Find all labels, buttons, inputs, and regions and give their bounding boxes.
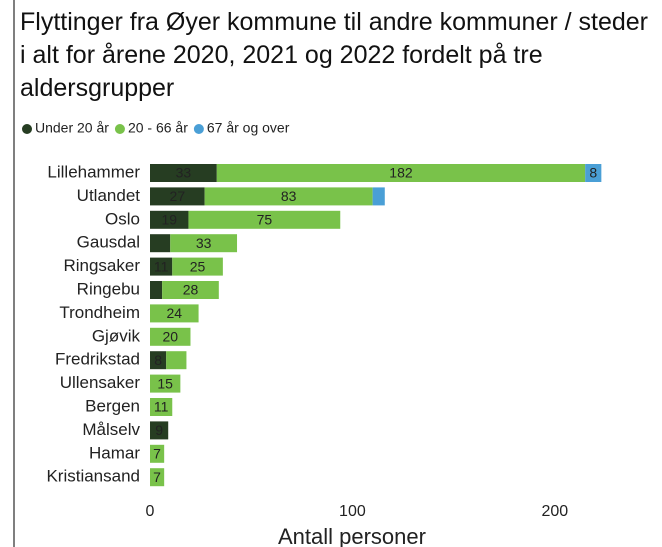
data-label: 15	[157, 375, 173, 391]
bar-segment	[150, 187, 205, 206]
data-label: 182	[389, 165, 413, 181]
bar-segment	[150, 210, 189, 229]
bar-segment	[150, 398, 173, 416]
bar-segment	[150, 234, 171, 253]
y-tick-label: Lillehammer	[47, 162, 140, 181]
data-label: 7	[153, 446, 161, 462]
y-tick-label: Ringsaker	[63, 256, 140, 275]
x-tick-label: 0	[146, 503, 155, 520]
y-tick-label: Målselv	[82, 420, 140, 439]
data-label: 33	[196, 235, 212, 251]
x-tick-label: 200	[541, 503, 568, 520]
data-label: 11	[154, 258, 169, 274]
data-label: 25	[190, 258, 206, 274]
legend-swatch	[114, 124, 125, 134]
x-axis-label: Antall personer	[278, 524, 426, 547]
y-tick-label: Ringebu	[77, 279, 140, 298]
y-tick-label: Gjøvik	[92, 326, 141, 345]
bar-segment	[150, 281, 163, 299]
data-label: 20	[162, 329, 178, 345]
legend-label: Under 20 år	[35, 120, 109, 136]
y-tick-label: Fredrikstad	[55, 350, 140, 369]
bar-segment	[150, 444, 165, 463]
y-tick-label: Bergen	[85, 396, 140, 415]
legend-label: 67 år og over	[207, 120, 290, 136]
data-label: 83	[281, 188, 297, 204]
bar-segment	[150, 304, 199, 323]
bar-segment	[372, 187, 385, 206]
bar-segment	[585, 164, 602, 182]
bar-segment	[150, 468, 165, 487]
y-tick-label: Hamar	[89, 443, 140, 462]
bar-segment	[216, 164, 586, 182]
y-tick-label: Kristiansand	[46, 467, 140, 486]
bar-segment	[150, 421, 169, 440]
bar-segment	[162, 281, 219, 299]
data-label: 8	[589, 165, 597, 181]
bar-segment	[166, 351, 187, 370]
bar-segment	[204, 187, 373, 206]
y-tick-label: Gausdal	[77, 233, 140, 252]
data-label: 19	[161, 212, 177, 228]
legend-label: 20 - 66 år	[128, 120, 188, 136]
y-tick-label: Oslo	[105, 209, 140, 228]
data-label: 7	[153, 469, 161, 485]
bar-segment	[150, 257, 173, 276]
bar-segment	[150, 351, 167, 370]
bar-segment	[150, 164, 217, 182]
data-label: 24	[166, 305, 182, 321]
bar-segment	[170, 234, 238, 253]
y-tick-label: Ullensaker	[60, 373, 141, 392]
chart-title: Flyttinger fra Øyer kommune til andre ko…	[20, 8, 649, 102]
x-tick-label: 100	[339, 503, 366, 520]
legend-swatch	[22, 124, 32, 134]
bar-segment	[150, 327, 191, 346]
legend-swatch	[193, 124, 204, 134]
y-tick-label: Utlandet	[77, 186, 141, 205]
bar-segment	[172, 257, 223, 276]
data-label: 33	[176, 165, 192, 181]
bar-segment	[188, 210, 341, 229]
data-label: 28	[183, 282, 199, 298]
data-label: 8	[154, 352, 162, 368]
bar-segment	[150, 374, 181, 393]
y-tick-label: Trondheim	[59, 303, 140, 322]
data-label: 9	[155, 422, 163, 438]
data-label: 27	[170, 188, 186, 204]
data-label: 11	[154, 399, 169, 415]
data-label: 75	[257, 212, 273, 228]
